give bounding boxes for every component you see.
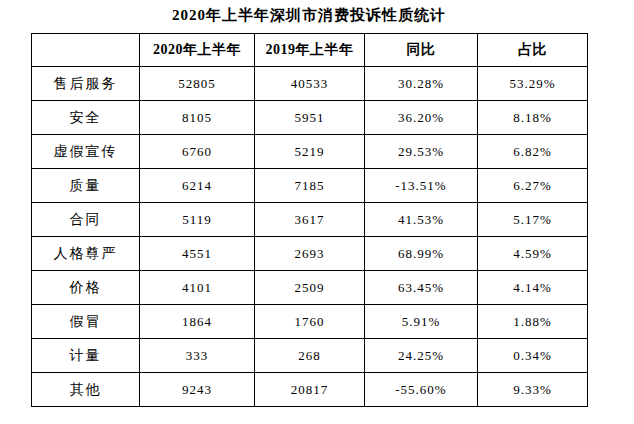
cell-yoy-value: 24.25% bbox=[365, 339, 478, 373]
cell-share-value: 0.34% bbox=[478, 339, 588, 373]
cell-share-value: 6.27% bbox=[478, 169, 588, 203]
table-row: 价格 4101 2509 63.45% 4.14% bbox=[32, 271, 588, 305]
table-row: 售后服务 52805 40533 30.28% 53.29% bbox=[32, 67, 588, 101]
cell-2020-value: 8105 bbox=[140, 101, 255, 135]
cell-2019-value: 7185 bbox=[255, 169, 365, 203]
row-category: 计量 bbox=[32, 339, 140, 373]
cell-2019-value: 5219 bbox=[255, 135, 365, 169]
table-row: 其他 9243 20817 -55.60% 9.33% bbox=[32, 373, 588, 407]
table-row: 人格尊严 4551 2693 68.99% 4.59% bbox=[32, 237, 588, 271]
cell-2019-value: 2693 bbox=[255, 237, 365, 271]
cell-share-value: 8.18% bbox=[478, 101, 588, 135]
cell-2019-value: 3617 bbox=[255, 203, 365, 237]
cell-yoy-value: 41.53% bbox=[365, 203, 478, 237]
header-row: 2020年上半年 2019年上半年 同比 占比 bbox=[32, 34, 588, 67]
column-header-2020: 2020年上半年 bbox=[140, 34, 255, 67]
row-category: 其他 bbox=[32, 373, 140, 407]
table-row: 虚假宣传 6760 5219 29.53% 6.82% bbox=[32, 135, 588, 169]
cell-2019-value: 5951 bbox=[255, 101, 365, 135]
cell-share-value: 4.59% bbox=[478, 237, 588, 271]
cell-yoy-value: -13.51% bbox=[365, 169, 478, 203]
cell-2020-value: 9243 bbox=[140, 373, 255, 407]
column-header-2019: 2019年上半年 bbox=[255, 34, 365, 67]
cell-yoy-value: 5.91% bbox=[365, 305, 478, 339]
column-header-yoy: 同比 bbox=[365, 34, 478, 67]
table-row: 计量 333 268 24.25% 0.34% bbox=[32, 339, 588, 373]
cell-share-value: 53.29% bbox=[478, 67, 588, 101]
row-category: 价格 bbox=[32, 271, 140, 305]
row-category: 虚假宣传 bbox=[32, 135, 140, 169]
table-row: 合同 5119 3617 41.53% 5.17% bbox=[32, 203, 588, 237]
cell-yoy-value: 29.53% bbox=[365, 135, 478, 169]
row-category: 合同 bbox=[32, 203, 140, 237]
cell-2019-value: 40533 bbox=[255, 67, 365, 101]
cell-yoy-value: 63.45% bbox=[365, 271, 478, 305]
cell-share-value: 5.17% bbox=[478, 203, 588, 237]
cell-2020-value: 4101 bbox=[140, 271, 255, 305]
cell-2019-value: 268 bbox=[255, 339, 365, 373]
table-row: 质量 6214 7185 -13.51% 6.27% bbox=[32, 169, 588, 203]
cell-2020-value: 4551 bbox=[140, 237, 255, 271]
cell-2019-value: 2509 bbox=[255, 271, 365, 305]
page-title: 2020年上半年深圳市消费投诉性质统计 bbox=[31, 6, 587, 25]
cell-2020-value: 6760 bbox=[140, 135, 255, 169]
row-category: 安全 bbox=[32, 101, 140, 135]
cell-share-value: 9.33% bbox=[478, 373, 588, 407]
column-header-category bbox=[32, 34, 140, 67]
column-header-share: 占比 bbox=[478, 34, 588, 67]
table-row: 假冒 1864 1760 5.91% 1.88% bbox=[32, 305, 588, 339]
cell-share-value: 6.82% bbox=[478, 135, 588, 169]
cell-2019-value: 1760 bbox=[255, 305, 365, 339]
cell-share-value: 4.14% bbox=[478, 271, 588, 305]
complaints-statistics-table: 2020年上半年 2019年上半年 同比 占比 售后服务 52805 40533… bbox=[31, 33, 588, 407]
cell-yoy-value: 30.28% bbox=[365, 67, 478, 101]
cell-yoy-value: 68.99% bbox=[365, 237, 478, 271]
cell-2020-value: 1864 bbox=[140, 305, 255, 339]
cell-2019-value: 20817 bbox=[255, 373, 365, 407]
table-row: 安全 8105 5951 36.20% 8.18% bbox=[32, 101, 588, 135]
cell-2020-value: 52805 bbox=[140, 67, 255, 101]
cell-yoy-value: 36.20% bbox=[365, 101, 478, 135]
row-category: 人格尊严 bbox=[32, 237, 140, 271]
row-category: 质量 bbox=[32, 169, 140, 203]
cell-2020-value: 333 bbox=[140, 339, 255, 373]
cell-share-value: 1.88% bbox=[478, 305, 588, 339]
cell-2020-value: 5119 bbox=[140, 203, 255, 237]
cell-yoy-value: -55.60% bbox=[365, 373, 478, 407]
cell-2020-value: 6214 bbox=[140, 169, 255, 203]
row-category: 售后服务 bbox=[32, 67, 140, 101]
row-category: 假冒 bbox=[32, 305, 140, 339]
